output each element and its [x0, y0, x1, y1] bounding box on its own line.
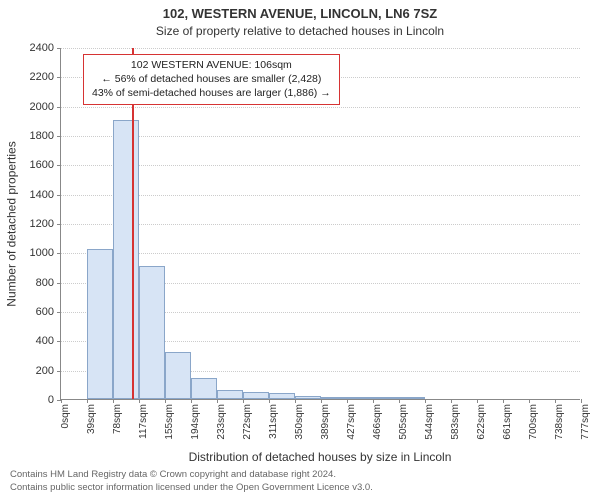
x-tick-label: 0sqm [60, 404, 71, 448]
plot-area: 102 WESTERN AVENUE: 106sqm← 56% of detac… [60, 48, 580, 400]
annotation-line-1: 102 WESTERN AVENUE: 106sqm [92, 58, 331, 72]
x-tick-mark [321, 399, 322, 403]
x-tick-label: 777sqm [580, 404, 591, 448]
histogram-bar [87, 249, 113, 399]
y-tick-mark [57, 283, 61, 284]
footer-line-2: Contains public sector information licen… [10, 482, 373, 494]
x-tick-mark [217, 399, 218, 403]
y-tick-label: 1000 [14, 247, 54, 259]
x-tick-mark [165, 399, 166, 403]
x-tick-label: 661sqm [502, 404, 513, 448]
histogram-bar [113, 120, 139, 399]
y-tick-mark [57, 312, 61, 313]
gridline [61, 48, 580, 49]
x-tick-mark [347, 399, 348, 403]
y-tick-mark [57, 224, 61, 225]
histogram-bar [399, 397, 425, 399]
x-tick-mark [529, 399, 530, 403]
y-tick-mark [57, 77, 61, 78]
x-tick-mark [191, 399, 192, 403]
x-tick-mark [373, 399, 374, 403]
y-tick-label: 2400 [14, 42, 54, 54]
x-tick-mark [61, 399, 62, 403]
y-tick-mark [57, 48, 61, 49]
x-tick-label: 700sqm [528, 404, 539, 448]
y-tick-label: 2000 [14, 101, 54, 113]
histogram-bar [321, 397, 347, 399]
chart-title: 102, WESTERN AVENUE, LINCOLN, LN6 7SZ [0, 6, 600, 21]
y-tick-label: 2200 [14, 71, 54, 83]
x-tick-mark [555, 399, 556, 403]
histogram-bar [243, 392, 269, 399]
x-tick-mark [295, 399, 296, 403]
y-tick-label: 0 [14, 394, 54, 406]
annotation-line-2: ← 56% of detached houses are smaller (2,… [92, 72, 331, 86]
x-tick-label: 505sqm [398, 404, 409, 448]
y-tick-label: 800 [14, 277, 54, 289]
histogram-bar [165, 352, 191, 399]
histogram-bar [191, 378, 217, 399]
x-tick-label: 544sqm [424, 404, 435, 448]
x-tick-mark [399, 399, 400, 403]
y-tick-mark [57, 195, 61, 196]
y-tick-label: 1400 [14, 189, 54, 201]
annotation-box: 102 WESTERN AVENUE: 106sqm← 56% of detac… [83, 54, 340, 105]
x-tick-mark [113, 399, 114, 403]
y-tick-label: 1600 [14, 159, 54, 171]
y-tick-mark [57, 371, 61, 372]
x-tick-label: 272sqm [242, 404, 253, 448]
histogram-bar [295, 396, 321, 399]
histogram-bar [139, 266, 165, 399]
x-axis-label: Distribution of detached houses by size … [60, 450, 580, 464]
x-tick-label: 583sqm [450, 404, 461, 448]
x-tick-label: 117sqm [138, 404, 149, 448]
x-tick-label: 466sqm [372, 404, 383, 448]
y-tick-label: 600 [14, 306, 54, 318]
x-tick-label: 311sqm [268, 404, 279, 448]
x-tick-label: 350sqm [294, 404, 305, 448]
x-tick-mark [425, 399, 426, 403]
gridline [61, 107, 580, 108]
x-tick-label: 78sqm [112, 404, 123, 448]
y-tick-mark [57, 253, 61, 254]
x-tick-label: 194sqm [190, 404, 201, 448]
y-tick-mark [57, 136, 61, 137]
histogram-bar [217, 390, 243, 399]
chart-subtitle: Size of property relative to detached ho… [0, 24, 600, 38]
histogram-bar [373, 397, 399, 399]
annotation-line-3: 43% of semi-detached houses are larger (… [92, 86, 331, 100]
x-tick-mark [139, 399, 140, 403]
x-tick-label: 389sqm [320, 404, 331, 448]
x-tick-mark [477, 399, 478, 403]
footer-line-1: Contains HM Land Registry data © Crown c… [10, 469, 373, 481]
y-tick-label: 1200 [14, 218, 54, 230]
x-tick-mark [581, 399, 582, 403]
x-tick-label: 39sqm [86, 404, 97, 448]
y-tick-label: 1800 [14, 130, 54, 142]
x-tick-mark [87, 399, 88, 403]
histogram-bar [347, 397, 373, 399]
x-tick-label: 427sqm [346, 404, 357, 448]
x-tick-label: 622sqm [476, 404, 487, 448]
x-tick-mark [451, 399, 452, 403]
footer: Contains HM Land Registry data © Crown c… [10, 469, 373, 494]
x-tick-mark [243, 399, 244, 403]
x-tick-mark [503, 399, 504, 403]
x-tick-label: 155sqm [164, 404, 175, 448]
x-tick-label: 738sqm [554, 404, 565, 448]
x-tick-mark [269, 399, 270, 403]
histogram-bar [269, 393, 295, 399]
y-tick-label: 400 [14, 335, 54, 347]
y-tick-mark [57, 107, 61, 108]
y-tick-label: 200 [14, 365, 54, 377]
x-tick-label: 233sqm [216, 404, 227, 448]
y-tick-mark [57, 165, 61, 166]
y-tick-mark [57, 341, 61, 342]
